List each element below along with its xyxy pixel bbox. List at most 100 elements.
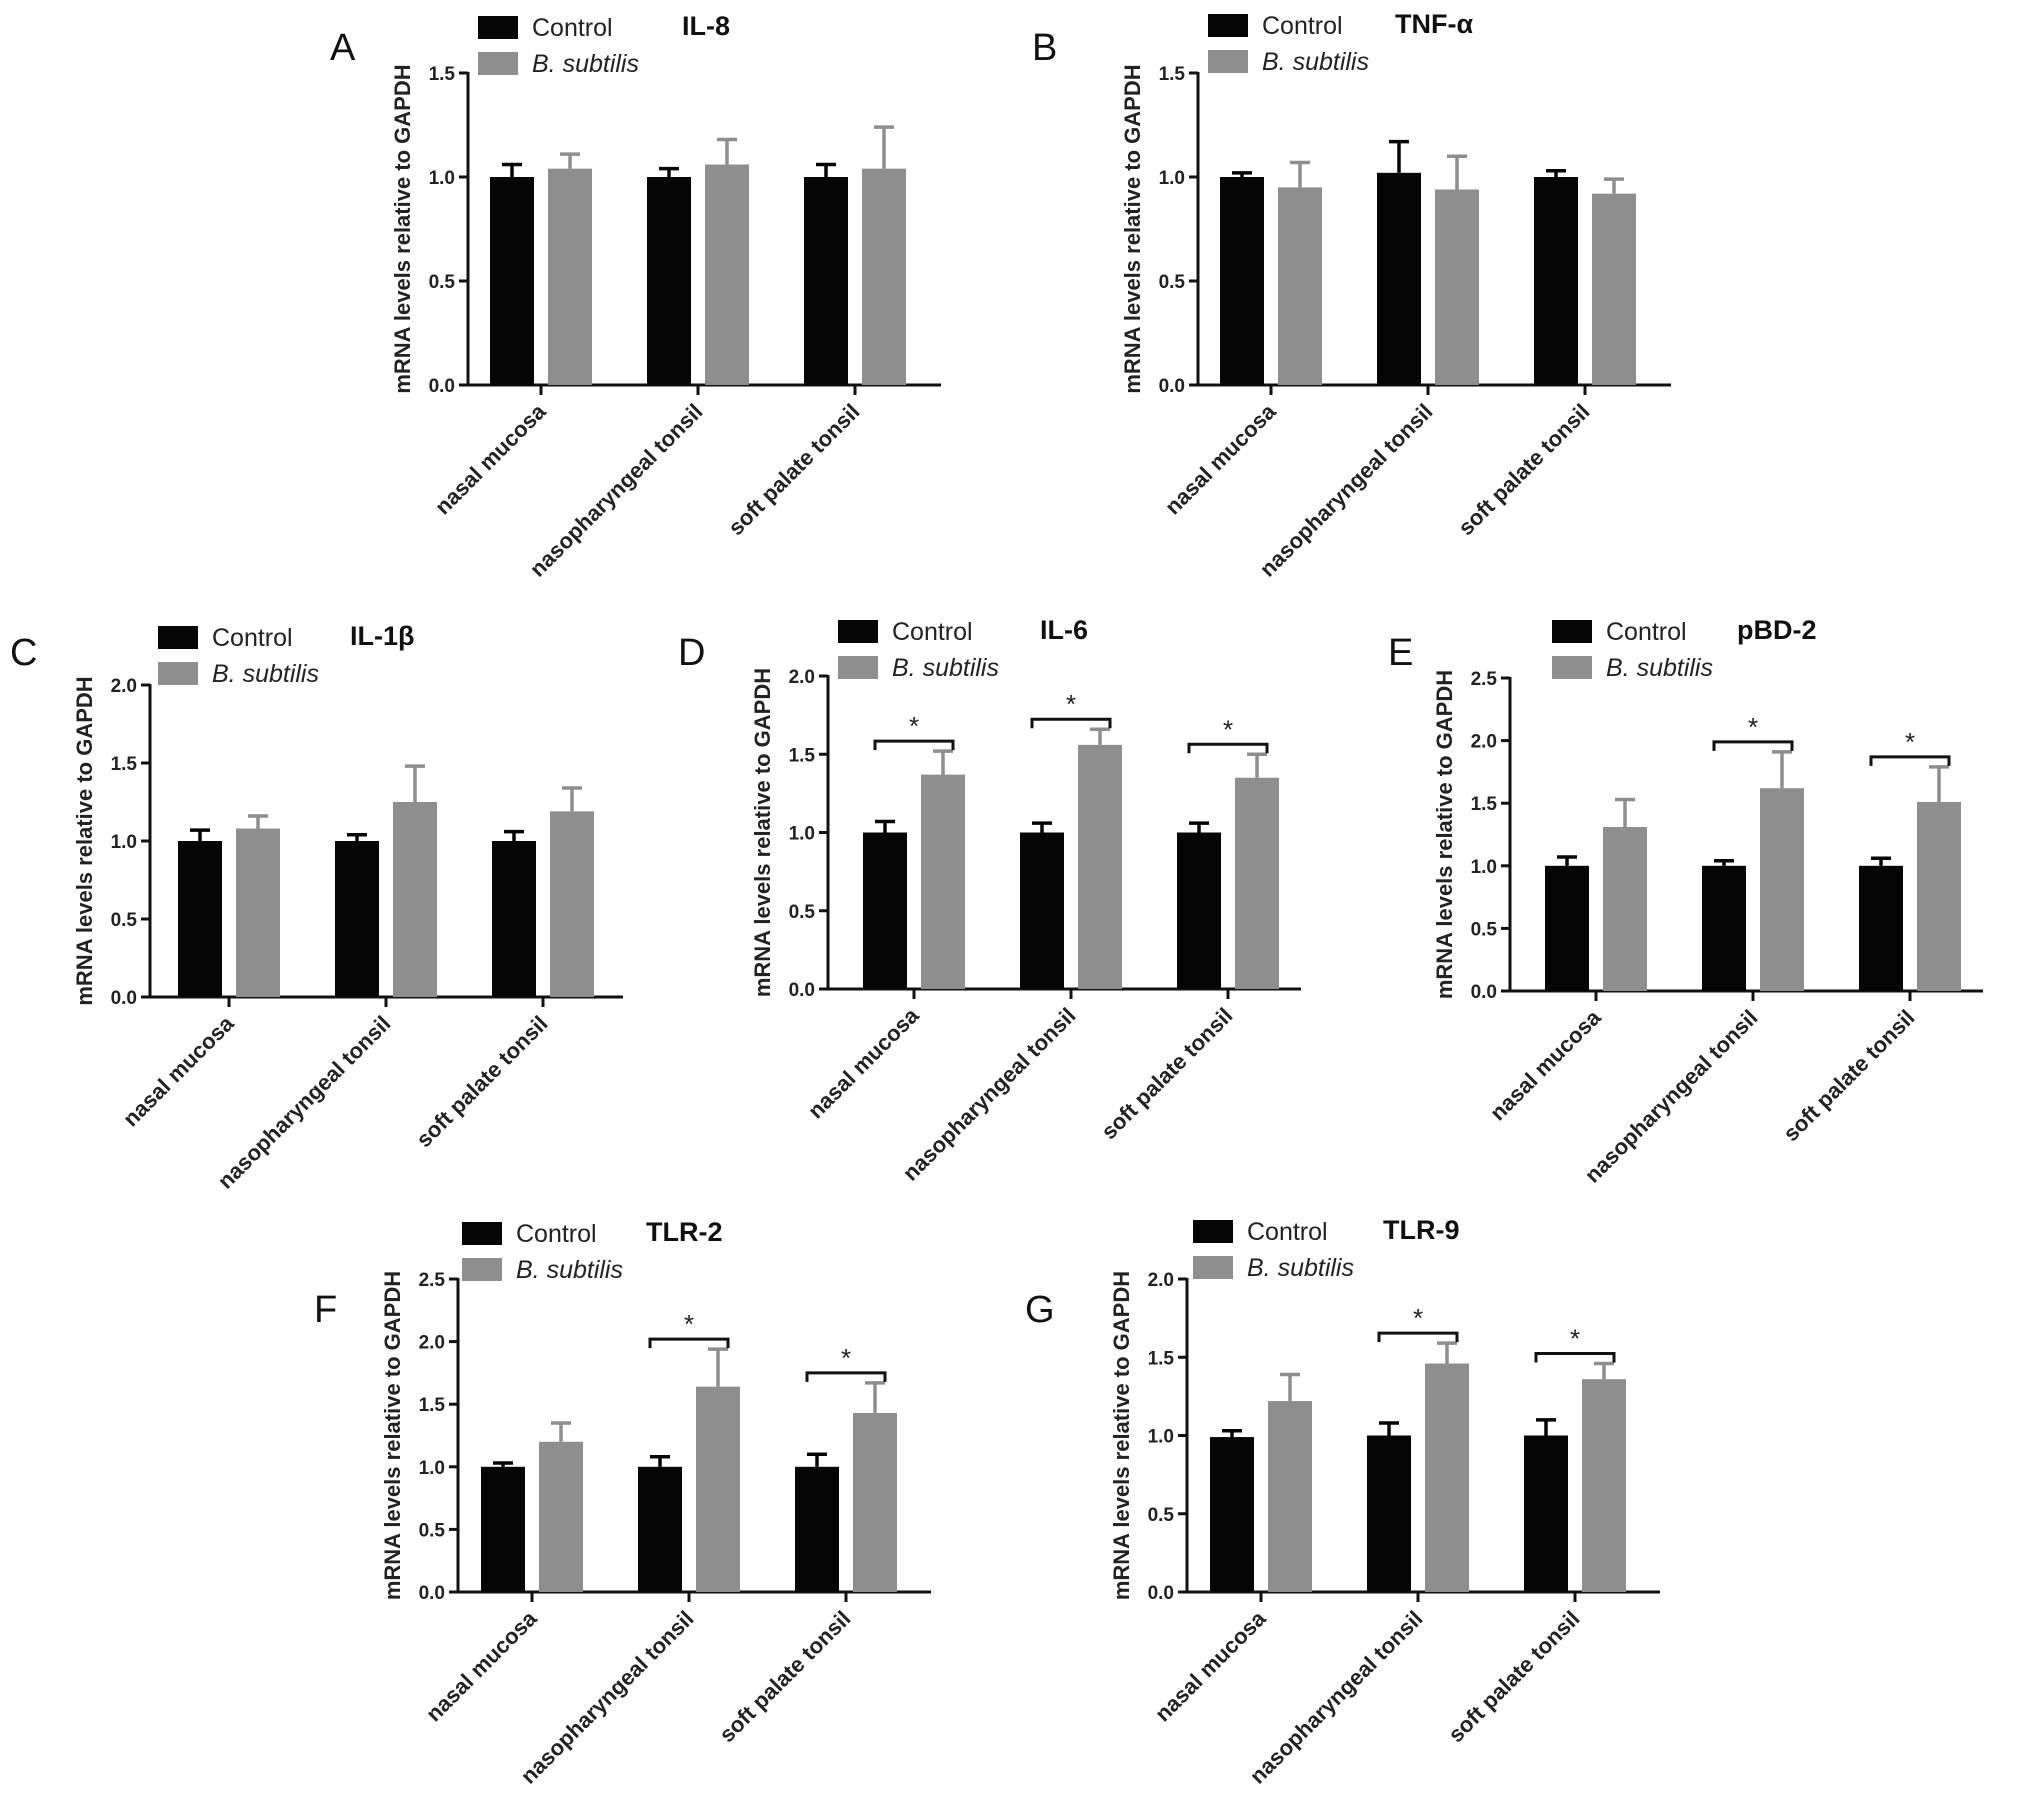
y-tick-label: 0.0: [789, 980, 815, 1001]
y-tick-label: 0.0: [111, 988, 137, 1009]
bar-control: [1534, 177, 1578, 385]
legend-label-treatment: B. subtilis: [892, 654, 999, 682]
y-tick-label: 2.0: [111, 676, 137, 697]
x-category-label: nasal mucosa: [1150, 1605, 1271, 1726]
y-tick-label: 1.0: [429, 168, 455, 189]
y-tick-label: 0.5: [419, 1520, 446, 1541]
x-category-label: nasal mucosa: [803, 1002, 924, 1123]
bar-treatment: [1603, 826, 1647, 991]
significance-bracket: [1712, 740, 1794, 751]
legend-swatch-treatment: [1193, 1256, 1233, 1279]
x-category-label: soft palate tonsil: [1096, 1003, 1237, 1144]
chart-title: IL-6: [1040, 615, 1088, 645]
bar-treatment: [393, 802, 437, 997]
bar-control: [481, 1466, 525, 1592]
chart-title: IL-1β: [350, 621, 414, 651]
bar-control: [1177, 832, 1221, 989]
x-category-label: soft palate tonsil: [714, 1606, 855, 1747]
significance-bracket: [873, 739, 955, 751]
bar-treatment: [548, 168, 592, 385]
significance-bracket: [1534, 1352, 1616, 1363]
bar-control: [804, 177, 848, 385]
legend-swatch-treatment: [1552, 656, 1592, 679]
x-category-label: soft palate tonsil: [723, 399, 864, 540]
y-tick-label: 0.5: [789, 902, 816, 923]
legend-label-control: Control: [892, 618, 973, 646]
legend-swatch-control: [158, 626, 198, 649]
chart-panel-e: E 0.0 0.5 1.0 1.5 2.0 2.5 mRNA levels relative …: [1388, 615, 1983, 1188]
legend-label-control: Control: [1606, 618, 1687, 646]
chart-title: TLR-2: [646, 1217, 723, 1247]
panel-letter: C: [10, 632, 37, 674]
y-tick-label: 0.0: [1148, 1583, 1174, 1604]
legend-swatch-treatment: [838, 656, 878, 679]
x-category-label: nasopharyngeal tonsil: [1245, 1606, 1428, 1789]
y-tick-label: 2.5: [419, 1270, 446, 1291]
legend-label-treatment: B. subtilis: [1606, 654, 1713, 682]
x-category-label: nasopharyngeal tonsil: [1255, 399, 1438, 582]
bar-control: [1702, 865, 1746, 991]
bar-control: [795, 1466, 839, 1592]
legend-label-control: Control: [532, 14, 613, 42]
bar-control: [492, 841, 536, 997]
y-tick-label: 1.0: [419, 1458, 445, 1479]
bar-control: [1377, 172, 1421, 385]
chart-title: IL-8: [682, 11, 730, 41]
legend-label-treatment: B. subtilis: [516, 1256, 623, 1284]
bar-treatment: [705, 164, 749, 385]
x-category-label: soft palate tonsil: [411, 1011, 552, 1152]
bar-control: [335, 841, 379, 997]
bar-control: [638, 1466, 682, 1592]
y-tick-label: 0.5: [1148, 1505, 1175, 1526]
x-category-label: nasal mucosa: [421, 1605, 542, 1726]
y-axis-label: mRNA levels relative to GAPDH: [750, 668, 775, 997]
chart-panel-g: G 0.0 0.5 1.0 1.5 2.0 mRNA levels relative to …: [1025, 1215, 1660, 1789]
bar-control: [178, 841, 222, 997]
bar-treatment: [539, 1441, 583, 1592]
significance-asterisk: *: [1570, 1324, 1580, 1354]
legend-swatch-treatment: [1208, 50, 1248, 73]
bar-control: [490, 177, 534, 385]
y-tick-label: 0.5: [429, 272, 456, 293]
legend-swatch-treatment: [478, 52, 518, 75]
bar-treatment: [921, 774, 965, 989]
bar-control: [1545, 865, 1589, 991]
bar-treatment: [1435, 189, 1479, 385]
bar-control: [1367, 1435, 1411, 1592]
legend-swatch-control: [1208, 14, 1248, 37]
x-category-label: nasal mucosa: [1160, 398, 1281, 519]
legend-swatch-control: [462, 1222, 502, 1245]
legend-swatch-control: [1552, 620, 1592, 643]
y-tick-label: 1.5: [1148, 1348, 1175, 1369]
bar-treatment: [1592, 193, 1636, 385]
chart-title: TLR-9: [1383, 1215, 1460, 1245]
bar-treatment: [1760, 788, 1804, 991]
y-tick-label: 1.0: [1471, 857, 1497, 878]
chart-title: TNF-α: [1395, 9, 1473, 39]
legend-label-treatment: B. subtilis: [1262, 48, 1369, 76]
legend-swatch-treatment: [462, 1258, 502, 1281]
bar-treatment: [1425, 1363, 1469, 1592]
significance-bracket: [1377, 1331, 1459, 1343]
x-category-label: nasopharyngeal tonsil: [516, 1606, 699, 1789]
legend-label-control: Control: [212, 624, 293, 652]
y-tick-label: 0.5: [1471, 919, 1498, 940]
significance-asterisk: *: [1413, 1303, 1423, 1333]
y-tick-label: 1.0: [789, 824, 815, 845]
legend-swatch-control: [478, 16, 518, 39]
significance-asterisk: *: [841, 1343, 851, 1373]
y-tick-label: 0.0: [419, 1583, 445, 1604]
y-axis-label: mRNA levels relative to GAPDH: [1120, 64, 1145, 393]
legend-label-treatment: B. subtilis: [1247, 1254, 1354, 1282]
x-category-label: nasopharyngeal tonsil: [525, 399, 708, 582]
panel-letter: A: [330, 27, 356, 69]
x-category-label: soft palate tonsil: [1778, 1005, 1919, 1146]
panel-letter: E: [1388, 632, 1413, 674]
bar-treatment: [1582, 1379, 1626, 1592]
significance-asterisk: *: [684, 1309, 694, 1339]
legend-label-control: Control: [1262, 12, 1343, 40]
bar-treatment: [236, 828, 280, 997]
bar-treatment: [1268, 1401, 1312, 1592]
x-category-label: nasal mucosa: [430, 398, 551, 519]
bar-treatment: [1078, 744, 1122, 989]
